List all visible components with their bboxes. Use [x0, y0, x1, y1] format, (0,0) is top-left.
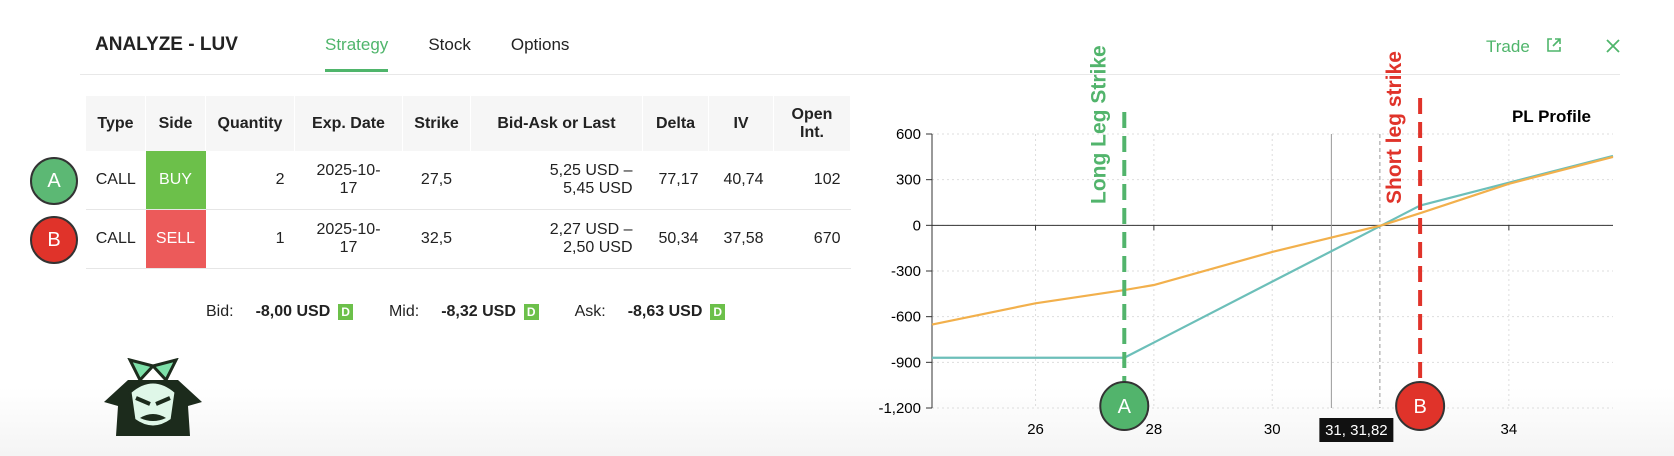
- column-header: Strike: [402, 96, 471, 151]
- cell: CALL: [86, 209, 146, 269]
- y-tick-label: -900: [891, 354, 921, 371]
- price-label: Bid:: [206, 303, 234, 320]
- cell: 50,34: [642, 209, 709, 269]
- trade-label[interactable]: Trade: [1486, 37, 1530, 56]
- price-summary: Bid: -8,00 USD D Mid: -8,32 USD D Ask: -8,63 US…: [206, 303, 753, 321]
- cell-text: SELL: [155, 230, 196, 247]
- column-header: Open Int.: [773, 96, 851, 151]
- cell-text: 670: [813, 230, 841, 247]
- trade-button[interactable]: Trade: [1486, 36, 1563, 57]
- price-value: -8,63 USD: [627, 303, 703, 320]
- cell: CALL: [86, 151, 146, 210]
- column-header: IV: [708, 96, 774, 151]
- x-tick-label: 28: [1146, 421, 1163, 438]
- strike-marker: [1395, 381, 1446, 431]
- cell-text: 32,5: [420, 230, 453, 247]
- cell: 32,5: [402, 209, 471, 269]
- leg-row: CALL SELL 1 2025-10-17 32,5 2,27 USD – 2,50 U…: [86, 209, 851, 269]
- strike-marker: [1099, 381, 1150, 431]
- price-value: -8,32 USD: [441, 303, 516, 320]
- cell-text: 50,34: [658, 230, 699, 247]
- column-header: Bid-Ask or Last: [470, 96, 643, 151]
- tabs: Strategy Stock Options: [325, 35, 569, 72]
- price-label: Ask:: [574, 303, 606, 320]
- cursor-label-bg: [1319, 418, 1394, 442]
- price-label: Mid:: [388, 303, 420, 320]
- cell-text: CALL: [95, 171, 136, 188]
- pl-line: [931, 155, 1614, 326]
- y-tick-label: -1,200: [878, 400, 921, 417]
- strike-marker-label: B: [1413, 396, 1426, 418]
- y-tick-label: -600: [891, 309, 921, 326]
- strike-label: Short leg strike: [1383, 51, 1406, 204]
- price-flag: D: [338, 304, 353, 320]
- cell-text: 2: [275, 171, 285, 188]
- cell: 37,58: [708, 209, 774, 269]
- cell-text: 1: [275, 230, 285, 247]
- samurai-logo: [104, 358, 202, 436]
- x-tick-label: 34: [1501, 421, 1518, 438]
- column-header: Type: [86, 96, 146, 151]
- price-flag: D: [523, 304, 539, 320]
- close-button[interactable]: [1605, 38, 1621, 54]
- strike-label: Long Leg Strike: [1087, 45, 1110, 204]
- tab[interactable]: Options: [510, 35, 570, 54]
- cell: 2025-10-17: [294, 151, 403, 210]
- y-tick-label: 600: [896, 126, 921, 143]
- cell: 670: [773, 209, 851, 269]
- cell: 77,17: [642, 151, 709, 210]
- cell: 1: [205, 209, 295, 269]
- divider: [80, 74, 1620, 75]
- cell: 2025-10-17: [294, 209, 403, 269]
- cell-text: 102: [813, 171, 841, 188]
- y-tick-label: -300: [891, 263, 921, 280]
- column-header: Exp. Date: [294, 96, 403, 151]
- pl-line: [932, 154, 1614, 359]
- cell-text: CALL: [95, 230, 136, 247]
- leg-badge: A: [30, 157, 78, 205]
- y-tick-label: 0: [913, 217, 921, 234]
- cell: 102: [773, 151, 851, 210]
- cursor-label: 31, 31,82: [1325, 422, 1388, 439]
- column-header: Delta: [642, 96, 709, 151]
- cell: 27,5: [402, 151, 471, 210]
- cell-text: 40,74: [723, 171, 764, 188]
- cell: 2: [205, 151, 295, 210]
- external-icon: [1546, 38, 1561, 52]
- price-value: -8,00 USD: [255, 303, 331, 320]
- cell-text: 2025-10-17: [316, 162, 381, 197]
- y-tick-label: 300: [896, 172, 921, 189]
- x-tick-label: 30: [1264, 421, 1281, 438]
- panel-title: ANALYZE - LUV: [95, 34, 238, 55]
- cell-text: 77,17: [658, 171, 699, 188]
- tab[interactable]: Strategy: [325, 35, 389, 72]
- cell: 5,25 USD – 5,45 USD: [470, 151, 643, 210]
- cell-text: BUY: [159, 171, 192, 188]
- chart-title: PL Profile: [1512, 107, 1591, 126]
- column-header: Quantity: [205, 96, 295, 151]
- cell: BUY: [145, 151, 206, 210]
- strike-marker-label: A: [1118, 396, 1132, 418]
- legs-table: Type Side Quantity Exp. Date Strike Bid-Ask o…: [86, 96, 851, 269]
- column-header: Side: [145, 96, 206, 151]
- price-flag: D: [710, 304, 726, 320]
- header-row: Type Side Quantity Exp. Date Strike Bid-Ask o…: [86, 96, 851, 151]
- x-tick-label: 26: [1027, 421, 1044, 438]
- cell-text: 2,27 USD – 2,50 USD: [549, 221, 633, 256]
- leg-row: CALL BUY 2 2025-10-17 27,5 5,25 USD – 5,45 US…: [86, 151, 851, 210]
- cell: 40,74: [708, 151, 774, 210]
- cell-text: 5,25 USD – 5,45 USD: [549, 162, 633, 197]
- cell-text: 37,58: [723, 230, 764, 247]
- cell: 2,27 USD – 2,50 USD: [470, 209, 643, 269]
- cell: SELL: [145, 209, 206, 269]
- cell-text: 2025-10-17: [316, 221, 381, 256]
- cell-text: 27,5: [420, 171, 453, 188]
- leg-badge: B: [30, 216, 78, 264]
- tab[interactable]: Stock: [428, 35, 471, 54]
